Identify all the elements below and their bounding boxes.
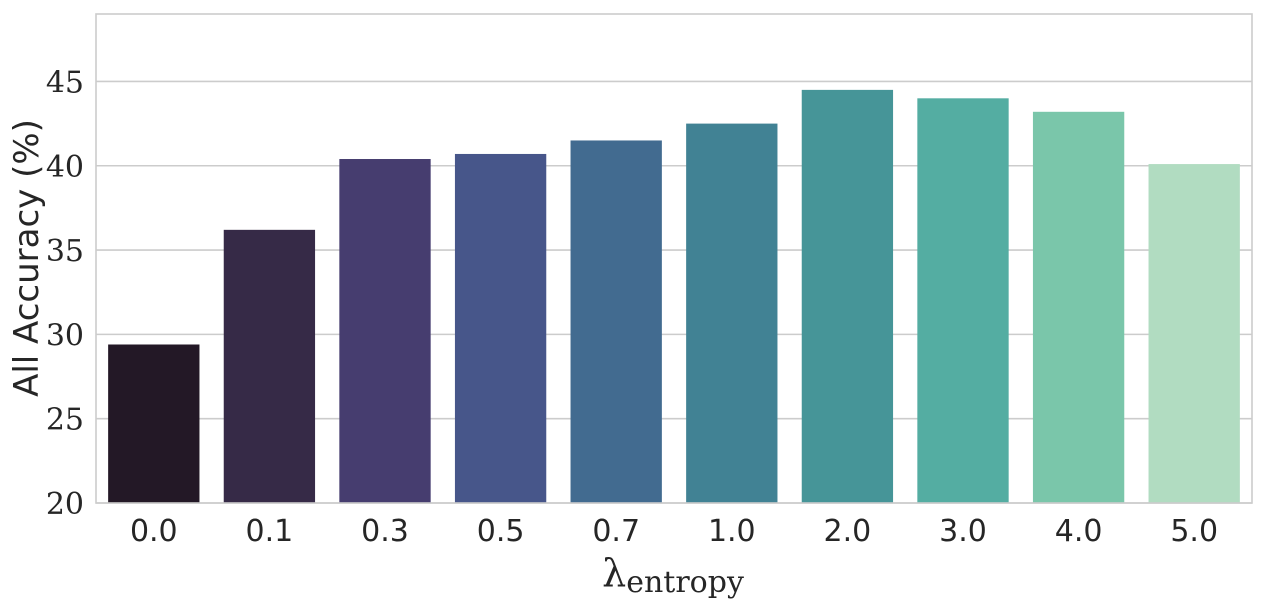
bar-2-0: [801, 89, 894, 504]
x-tick-label: 3.0: [939, 514, 987, 549]
y-tick-label: 40: [46, 150, 84, 185]
bar-4-0: [1032, 111, 1125, 504]
x-tick-label: 1.0: [708, 514, 756, 549]
bar-0-3: [339, 159, 431, 503]
y-tick-label: 20: [46, 487, 84, 522]
bar-3-0: [917, 98, 1009, 503]
bar-5-0: [1148, 164, 1240, 503]
bar-0-7: [570, 140, 662, 503]
x-axis-label-subscript: entropy: [626, 565, 744, 600]
bar-0-0: [108, 344, 200, 503]
x-tick-label: 0.5: [477, 514, 525, 549]
bars: [108, 89, 1240, 504]
x-tick-label: 0.0: [130, 514, 178, 549]
y-axis-label: All Accuracy (%): [7, 119, 47, 397]
bar-0-1: [223, 229, 316, 504]
x-tick-label: 5.0: [1170, 514, 1218, 549]
y-tick-labels: 20 25 30 35 40 45: [46, 65, 84, 522]
bar-1-0: [686, 123, 778, 503]
y-tick-label: 25: [46, 403, 84, 438]
x-tick-label: 0.3: [361, 514, 409, 549]
x-axis-label: λentropy: [602, 551, 744, 600]
y-tick-label: 30: [46, 318, 84, 353]
x-tick-label: 4.0: [1055, 514, 1103, 549]
plot-frame: [95, 13, 1253, 504]
y-tick-label: 35: [46, 234, 84, 269]
x-axis-label-symbol: λ: [602, 551, 626, 595]
y-tick-label: 45: [46, 65, 84, 100]
x-tick-label: 2.0: [824, 514, 872, 549]
bar-0-5: [454, 153, 547, 503]
x-tick-labels: 0.0 0.1 0.3 0.5 0.7 1.0 2.0 3.0 4.0 5.0: [130, 514, 1218, 549]
x-tick-label: 0.1: [246, 514, 294, 549]
x-tick-label: 0.7: [592, 514, 640, 549]
